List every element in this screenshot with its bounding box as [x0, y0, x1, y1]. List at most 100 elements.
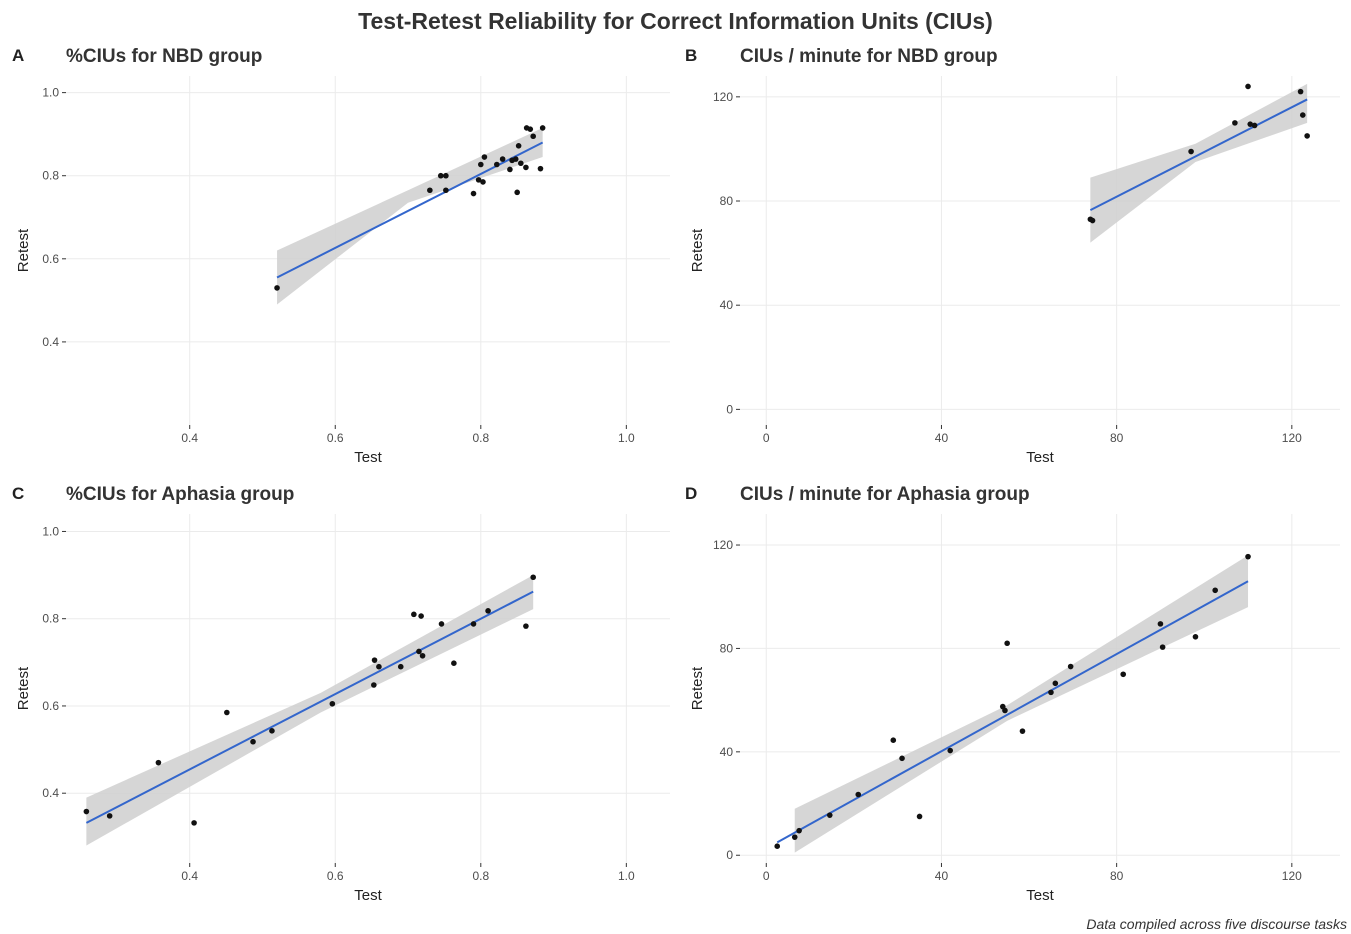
data-point: [371, 682, 377, 688]
regression-line: [85, 590, 534, 824]
data-point: [826, 812, 833, 818]
y-axis-title: Retest: [689, 666, 706, 710]
data-point: [477, 161, 484, 168]
data-point: [437, 172, 444, 179]
data-point: [494, 161, 500, 168]
data-point: [1247, 121, 1254, 127]
y-tick-label: 1.0: [42, 86, 59, 100]
data-point: [1251, 122, 1258, 129]
y-tick-label: 0.4: [42, 335, 59, 349]
panel-letter-d: D: [685, 484, 698, 503]
data-point: [250, 738, 256, 745]
data-point: [1089, 217, 1096, 224]
data-point: [419, 652, 426, 659]
data-point: [438, 621, 445, 627]
panel-title-d: CIUs / minute for Aphasia group: [740, 484, 1030, 505]
x-tick-label: 1.0: [618, 431, 635, 445]
y-tick-label: 40: [720, 745, 734, 759]
y-tick-label: 0.8: [42, 169, 59, 183]
y-tick-label: 0.6: [42, 252, 59, 266]
data-point: [1299, 112, 1306, 118]
data-point: [1019, 728, 1026, 734]
data-point: [890, 737, 897, 744]
data-point: [530, 133, 536, 140]
data-point: [224, 709, 230, 716]
data-point: [916, 813, 923, 820]
data-point: [427, 187, 433, 194]
y-tick-label: 0.6: [42, 699, 59, 713]
x-tick-label: 0.4: [181, 431, 198, 445]
data-point: [1192, 633, 1199, 640]
y-tick-label: 80: [720, 194, 734, 208]
data-point: [329, 700, 336, 707]
y-tick-label: 80: [720, 641, 734, 655]
data-point: [530, 574, 536, 581]
data-point: [155, 759, 162, 766]
data-point: [515, 143, 522, 149]
data-point: [1212, 587, 1218, 594]
figure-caption: Data compiled across five discourse task…: [1086, 916, 1347, 932]
data-point: [371, 657, 378, 663]
x-tick-label: 80: [1110, 869, 1124, 883]
y-tick-label: 120: [713, 538, 733, 552]
data-point: [269, 728, 275, 734]
data-point: [1002, 707, 1008, 714]
data-point: [397, 663, 404, 670]
x-tick-label: 0.8: [472, 869, 489, 883]
y-tick-label: 0: [726, 402, 733, 416]
panel-letter-c: C: [12, 484, 25, 503]
y-tick-label: 40: [720, 298, 734, 312]
x-tick-label: 1.0: [618, 869, 635, 883]
x-tick-label: 0: [763, 431, 770, 445]
data-point: [1297, 88, 1304, 95]
data-point: [1004, 640, 1010, 647]
x-tick-label: 80: [1110, 431, 1124, 445]
data-point: [947, 747, 954, 754]
panel-letter-b: B: [685, 46, 698, 65]
data-point: [416, 648, 422, 655]
x-tick-label: 0: [763, 869, 770, 883]
data-point: [499, 156, 506, 162]
data-point: [470, 190, 477, 197]
data-point: [507, 166, 513, 173]
x-axis-title: Test: [1026, 449, 1054, 466]
data-point: [470, 621, 477, 627]
x-tick-label: 120: [1282, 431, 1302, 445]
data-point: [1245, 83, 1251, 90]
data-point: [523, 623, 529, 629]
figure-title: Test-Retest Reliability for Correct Info…: [358, 8, 993, 34]
x-tick-label: 0.6: [327, 869, 344, 883]
data-point: [1048, 689, 1054, 696]
x-axis-title: Test: [354, 449, 382, 466]
data-point: [514, 189, 520, 196]
data-point: [537, 165, 544, 172]
data-point: [480, 179, 486, 185]
data-point: [796, 827, 802, 834]
regression-line: [776, 580, 1249, 844]
data-point: [481, 154, 488, 160]
data-point: [485, 608, 491, 614]
data-point: [1304, 133, 1310, 139]
x-tick-label: 120: [1282, 869, 1302, 883]
data-point: [1159, 644, 1166, 650]
data-point: [475, 177, 482, 183]
confidence-band: [86, 575, 534, 846]
confidence-band: [277, 127, 543, 305]
y-tick-label: 0: [726, 848, 733, 862]
regression-line: [1089, 98, 1308, 212]
x-tick-label: 40: [935, 869, 949, 883]
data-point: [855, 791, 862, 798]
data-point: [774, 843, 781, 849]
data-point: [451, 660, 457, 666]
data-point: [1067, 663, 1074, 670]
x-tick-label: 0.4: [181, 869, 198, 883]
data-point: [523, 164, 529, 171]
data-point: [512, 156, 519, 162]
panel-title-b: CIUs / minute for NBD group: [740, 46, 998, 67]
data-point: [1052, 680, 1059, 687]
data-point: [418, 613, 424, 619]
data-point: [1232, 120, 1238, 126]
